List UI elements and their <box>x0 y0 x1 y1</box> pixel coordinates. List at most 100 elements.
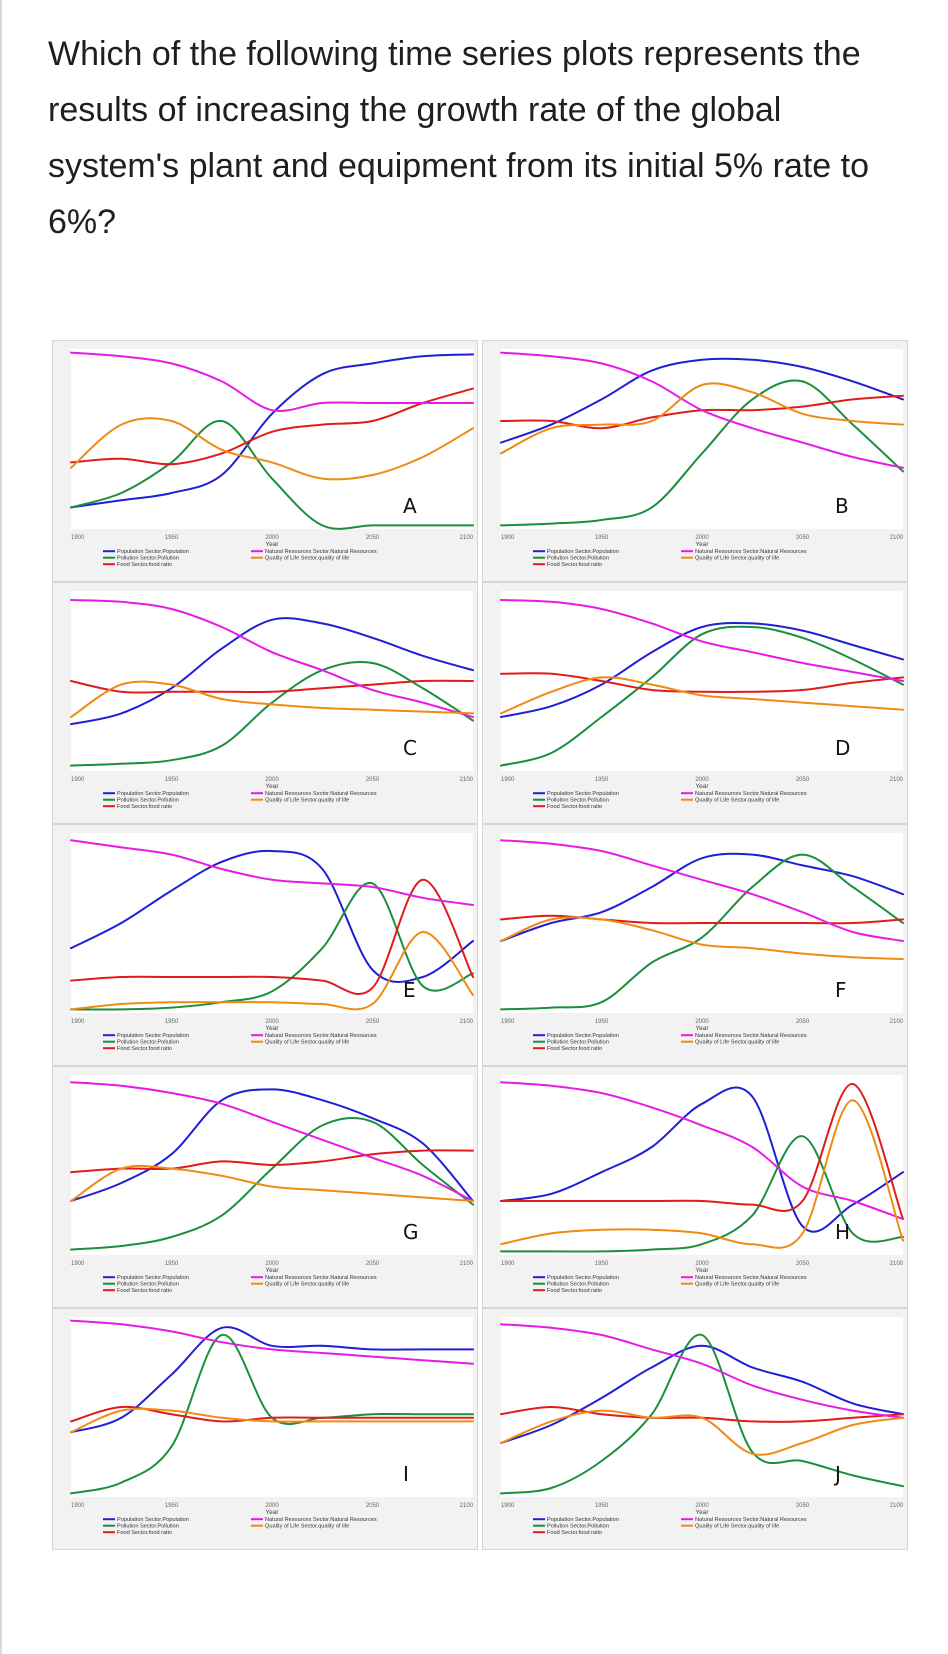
option-letter: H <box>835 1220 850 1244</box>
legend-label: Food Sector.food ratio <box>547 1046 602 1052</box>
legend-label: Natural Resources Sector.Natural Resourc… <box>695 549 807 555</box>
legend-label: Food Sector.food ratio <box>117 804 172 810</box>
series-line-pollution <box>70 660 474 767</box>
chart-svg-j: 1900 1950 2000 2050 2100 Year J Population Sect… <box>500 1317 904 1536</box>
series-line-food-ratio <box>500 914 904 925</box>
series-line-pollution <box>500 1135 904 1253</box>
legend-label: Pollution Sector.Pollution <box>547 1282 609 1288</box>
legend-label: Population Sector.Population <box>547 1275 619 1281</box>
x-tick-label: 2050 <box>366 1503 380 1509</box>
x-tick-label: 1900 <box>501 1019 515 1025</box>
x-tick-label: 2000 <box>265 1503 279 1509</box>
series-line-population <box>70 1088 474 1202</box>
x-tick-label: 2050 <box>366 1019 380 1025</box>
chart-svg-g: 1900 1950 2000 2050 2100 Year G Population Sect… <box>70 1075 474 1294</box>
legend-label: Population Sector.Population <box>547 1033 619 1039</box>
chart-svg-f: 1900 1950 2000 2050 2100 Year F Population Sect… <box>500 833 904 1052</box>
series-line-natural-resources <box>70 839 474 906</box>
legend-label: Population Sector.Population <box>117 1275 189 1281</box>
x-tick-label: 1950 <box>595 1261 609 1267</box>
x-tick-label: 1950 <box>595 1503 609 1509</box>
x-tick-label: 1950 <box>595 535 609 541</box>
x-tick-label: 2100 <box>460 777 474 783</box>
x-tick-label: 2000 <box>265 1261 279 1267</box>
legend-label: Quality of Life Sector.quality of life <box>265 1524 349 1530</box>
x-tick-label: 2000 <box>265 535 279 541</box>
x-tick-label: 2000 <box>695 1503 709 1509</box>
x-axis-label: Year <box>265 783 279 790</box>
series-line-quality-of_life <box>70 930 474 1011</box>
legend-label: Food Sector.food ratio <box>547 562 602 568</box>
legend-label: Population Sector.Population <box>117 549 189 555</box>
legend-label: Quality of Life Sector.quality of life <box>695 556 779 562</box>
chart-panel-e: 1900 1950 2000 2050 2100 Year E Population Sect… <box>52 824 478 1066</box>
x-tick-label: 1900 <box>71 535 85 541</box>
chart-panel-b: 1900 1950 2000 2050 2100 Year B Population Sect… <box>482 340 908 582</box>
x-tick-label: 1950 <box>165 535 179 541</box>
option-letter: J <box>833 1462 841 1486</box>
x-axis-label: Year <box>695 541 709 548</box>
option-letter: B <box>835 494 849 518</box>
legend-label: Food Sector.food ratio <box>117 1530 172 1536</box>
legend-label: Pollution Sector.Pollution <box>117 1282 179 1288</box>
series-line-pollution <box>500 1333 904 1495</box>
series-line-population <box>500 852 904 942</box>
legend-label: Natural Resources Sector.Natural Resourc… <box>695 1275 807 1281</box>
plot-area <box>501 1075 903 1255</box>
legend-label: Quality of Life Sector.quality of life <box>265 556 349 562</box>
legend-label: Population Sector.Population <box>117 1517 189 1523</box>
series-line-population <box>500 357 904 444</box>
legend-label: Quality of Life Sector.quality of life <box>265 1040 349 1046</box>
plot-area <box>501 591 903 771</box>
x-tick-label: 2100 <box>890 777 904 783</box>
legend-label: Population Sector.Population <box>547 1517 619 1523</box>
chart-svg-h: 1900 1950 2000 2050 2100 Year H Population Sect… <box>500 1075 904 1294</box>
x-tick-label: 2050 <box>796 1261 810 1267</box>
x-tick-label: 1950 <box>595 1019 609 1025</box>
series-line-food-ratio <box>70 1149 474 1174</box>
x-tick-label: 1900 <box>71 777 85 783</box>
series-line-natural-resources <box>500 1323 904 1419</box>
chart-svg-c: 1900 1950 2000 2050 2100 Year C Population Sect… <box>70 591 474 810</box>
x-tick-label: 2100 <box>890 1019 904 1025</box>
chart-svg-a: 1900 1950 2000 2050 2100 Year A Population Sect… <box>70 349 474 568</box>
x-tick-label: 1900 <box>71 1503 85 1509</box>
legend-label: Natural Resources Sector.Natural Resourc… <box>265 549 377 555</box>
x-axis-label: Year <box>265 1025 279 1032</box>
x-tick-label: 2100 <box>460 1261 474 1267</box>
legend-label: Quality of Life Sector.quality of life <box>695 1040 779 1046</box>
x-tick-label: 2000 <box>695 1261 709 1267</box>
x-tick-label: 2100 <box>890 1503 904 1509</box>
series-line-population <box>500 622 904 718</box>
legend-label: Quality of Life Sector.quality of life <box>695 1524 779 1530</box>
chart-svg-e: 1900 1950 2000 2050 2100 Year E Population Sect… <box>70 833 474 1052</box>
x-tick-label: 2100 <box>460 1019 474 1025</box>
legend-label: Quality of Life Sector.quality of life <box>695 1282 779 1288</box>
legend-label: Food Sector.food ratio <box>117 1288 172 1294</box>
x-tick-label: 2100 <box>460 535 474 541</box>
x-tick-label: 1900 <box>501 1503 515 1509</box>
series-line-quality-of_life <box>500 1409 904 1456</box>
x-tick-label: 1950 <box>165 1261 179 1267</box>
option-letter: E <box>403 978 416 1002</box>
option-letter: C <box>403 736 417 760</box>
x-tick-label: 2000 <box>265 1019 279 1025</box>
series-line-pollution <box>70 1333 474 1495</box>
legend-label: Pollution Sector.Pollution <box>547 1524 609 1530</box>
x-axis-label: Year <box>265 1267 279 1274</box>
x-tick-label: 2050 <box>366 535 380 541</box>
legend-label: Natural Resources Sector.Natural Resourc… <box>265 1033 377 1039</box>
series-line-pollution <box>500 625 904 767</box>
series-line-pollution <box>70 1116 474 1251</box>
option-letter: G <box>403 1220 419 1244</box>
series-line-natural-resources <box>70 351 474 412</box>
series-line-population <box>70 353 474 509</box>
x-tick-label: 1950 <box>595 777 609 783</box>
series-line-quality-of_life <box>70 680 474 718</box>
series-line-population <box>70 617 474 726</box>
legend-label: Pollution Sector.Pollution <box>117 798 179 804</box>
x-tick-label: 2100 <box>890 535 904 541</box>
question-text: Which of the following time series plots… <box>48 35 869 241</box>
series-line-quality-of_life <box>70 1407 474 1434</box>
series-line-food-ratio <box>70 387 474 466</box>
